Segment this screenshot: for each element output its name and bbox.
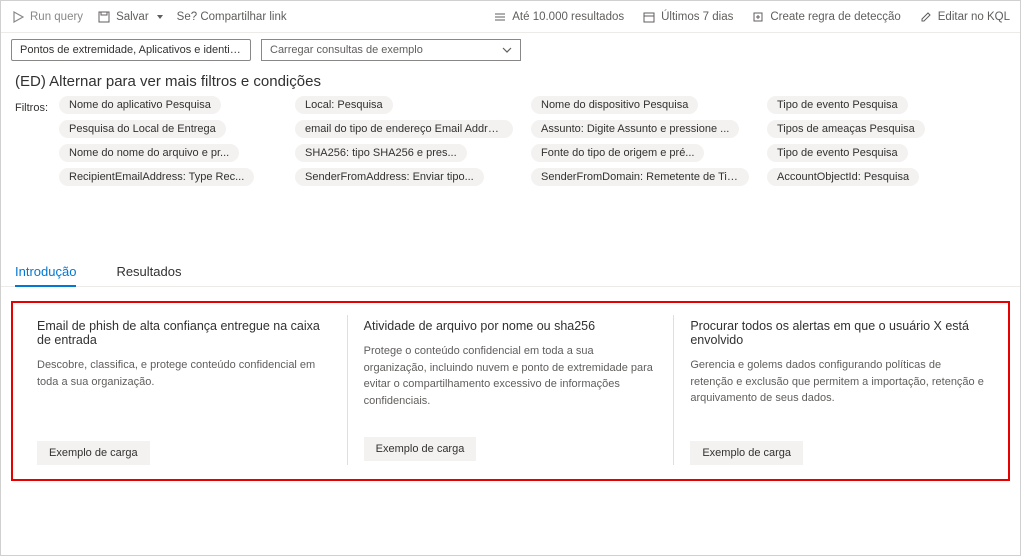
time-range-label: Últimos 7 dias xyxy=(661,11,733,23)
share-label: Se? Compartilhar link xyxy=(177,11,287,23)
sample-queries-label: Carregar consultas de exemplo xyxy=(270,44,423,56)
card-title: Atividade de arquivo por nome ou sha256 xyxy=(364,319,658,333)
button-label: Exemplo de carga xyxy=(702,447,791,459)
run-query-button[interactable]: Run query xyxy=(11,10,83,24)
filter-label: SHA256: tipo SHA256 e pres... xyxy=(305,147,457,159)
edit-kql-button[interactable]: Editar no KQL xyxy=(919,10,1010,24)
share-link-button[interactable]: Se? Compartilhar link xyxy=(177,11,287,23)
card-description: Protege o conteúdo confidencial em toda … xyxy=(364,343,658,409)
button-label: Exemplo de carga xyxy=(376,443,465,455)
filter-pill[interactable]: Tipo de evento Pesquisa xyxy=(767,144,908,162)
chevron-down-icon xyxy=(502,45,512,55)
filter-pill[interactable]: RecipientEmailAddress: Type Rec... xyxy=(59,168,254,186)
filter-pill[interactable]: Fonte do tipo de origem e pré... xyxy=(531,144,704,162)
button-label: Exemplo de carga xyxy=(49,447,138,459)
filter-pill[interactable]: SenderFromAddress: Enviar tipo... xyxy=(295,168,484,186)
filter-label: Tipo de evento Pesquisa xyxy=(777,147,898,159)
create-rule-label: Create regra de detecção xyxy=(770,11,900,23)
load-example-button[interactable]: Exemplo de carga xyxy=(364,437,477,461)
filter-label: Assunto: Digite Assunto e pressione ... xyxy=(541,123,729,135)
save-button[interactable]: Salvar xyxy=(97,10,163,24)
save-icon xyxy=(97,10,111,24)
run-query-label: Run query xyxy=(30,11,83,23)
rule-icon xyxy=(751,10,765,24)
play-icon xyxy=(11,10,25,24)
intro-card: Email de phish de alta confiança entregu… xyxy=(21,315,347,465)
filter-label: Tipo de evento Pesquisa xyxy=(777,99,898,111)
results-tabs: Introdução Resultados xyxy=(1,186,1020,287)
filters-area: Filtros: Nome do aplicativo Pesquisa Loc… xyxy=(1,94,1020,186)
toolbar-right: Até 10.000 resultados Últimos 7 dias Cre… xyxy=(493,10,1010,24)
card-title: Procurar todos os alertas em que o usuár… xyxy=(690,319,984,347)
tab-resultados[interactable]: Resultados xyxy=(116,264,181,286)
filter-pill[interactable]: AccountObjectId: Pesquisa xyxy=(767,168,919,186)
save-label: Salvar xyxy=(116,11,149,23)
filter-pill[interactable]: email do tipo de endereço Email Addres..… xyxy=(295,120,513,138)
filter-pill[interactable]: Nome do dispositivo Pesquisa xyxy=(531,96,698,114)
sample-queries-dropdown[interactable]: Carregar consultas de exemplo xyxy=(261,39,521,61)
filter-label: SenderFromDomain: Remetente de Tipo xyxy=(541,171,739,183)
filter-pill[interactable]: Tipo de evento Pesquisa xyxy=(767,96,908,114)
filter-label: AccountObjectId: Pesquisa xyxy=(777,171,909,183)
filter-pill[interactable]: Tipos de ameaças Pesquisa xyxy=(767,120,925,138)
results-limit-label: Até 10.000 resultados xyxy=(512,11,624,23)
filter-label: Tipos de ameaças Pesquisa xyxy=(777,123,915,135)
toolbar-left: Run query Salvar Se? Compartilhar link xyxy=(11,10,287,24)
filter-label: Pesquisa do Local de Entrega xyxy=(69,123,216,135)
filter-pill[interactable]: Local: Pesquisa xyxy=(295,96,393,114)
filters-section-title: (ED) Alternar para ver mais filtros e co… xyxy=(1,67,1020,94)
load-example-button[interactable]: Exemplo de carga xyxy=(690,441,803,465)
card-title: Email de phish de alta confiança entregu… xyxy=(37,319,331,347)
filter-label: email do tipo de endereço Email Addres..… xyxy=(305,123,509,135)
intro-cards-highlight: Email de phish de alta confiança entregu… xyxy=(11,301,1010,481)
filter-label: Nome do aplicativo Pesquisa xyxy=(69,99,211,111)
tab-label: Resultados xyxy=(116,264,181,279)
list-icon xyxy=(493,10,507,24)
tab-label: Introdução xyxy=(15,264,76,279)
filter-label: Fonte do tipo de origem e pré... xyxy=(541,147,694,159)
filters-label: Filtros: xyxy=(15,96,59,186)
filter-pill[interactable]: SenderFromDomain: Remetente de Tipo xyxy=(531,168,749,186)
filter-pill[interactable]: Assunto: Digite Assunto e pressione ... xyxy=(531,120,739,138)
filter-label: RecipientEmailAddress: Type Rec... xyxy=(69,171,244,183)
results-limit-item[interactable]: Até 10.000 resultados xyxy=(493,10,624,24)
filter-label: SenderFromAddress: Enviar tipo... xyxy=(305,171,474,183)
time-range-item[interactable]: Últimos 7 dias xyxy=(642,10,733,24)
intro-card: Procurar todos os alertas em que o usuár… xyxy=(673,315,1000,465)
edit-icon xyxy=(919,10,933,24)
filter-pill[interactable]: Pesquisa do Local de Entrega xyxy=(59,120,226,138)
filter-label: Nome do nome do arquivo e pr... xyxy=(69,147,229,159)
query-context-row: Pontos de extremidade, Aplicativos e ide… xyxy=(1,33,1020,67)
edit-kql-label: Editar no KQL xyxy=(938,11,1010,23)
filter-pill[interactable]: Nome do aplicativo Pesquisa xyxy=(59,96,221,114)
filter-pill[interactable]: Nome do nome do arquivo e pr... xyxy=(59,144,239,162)
filter-pill[interactable]: SHA256: tipo SHA256 e pres... xyxy=(295,144,467,162)
card-description: Descobre, classifica, e protege conteúdo… xyxy=(37,357,331,413)
intro-card: Atividade de arquivo por nome ou sha256 … xyxy=(347,315,674,465)
query-context-pill[interactable]: Pontos de extremidade, Aplicativos e ide… xyxy=(11,39,251,61)
calendar-icon xyxy=(642,10,656,24)
filters-grid: Nome do aplicativo Pesquisa Local: Pesqu… xyxy=(59,96,985,186)
top-toolbar: Run query Salvar Se? Compartilhar link A… xyxy=(1,1,1020,33)
create-detection-rule-button[interactable]: Create regra de detecção xyxy=(751,10,900,24)
filter-label: Local: Pesquisa xyxy=(305,99,383,111)
load-example-button[interactable]: Exemplo de carga xyxy=(37,441,150,465)
query-context-label: Pontos de extremidade, Aplicativos e ide… xyxy=(20,44,251,56)
card-description: Gerencia e golems dados configurando pol… xyxy=(690,357,984,413)
tab-introducao[interactable]: Introdução xyxy=(15,264,76,287)
filter-label: Nome do dispositivo Pesquisa xyxy=(541,99,688,111)
